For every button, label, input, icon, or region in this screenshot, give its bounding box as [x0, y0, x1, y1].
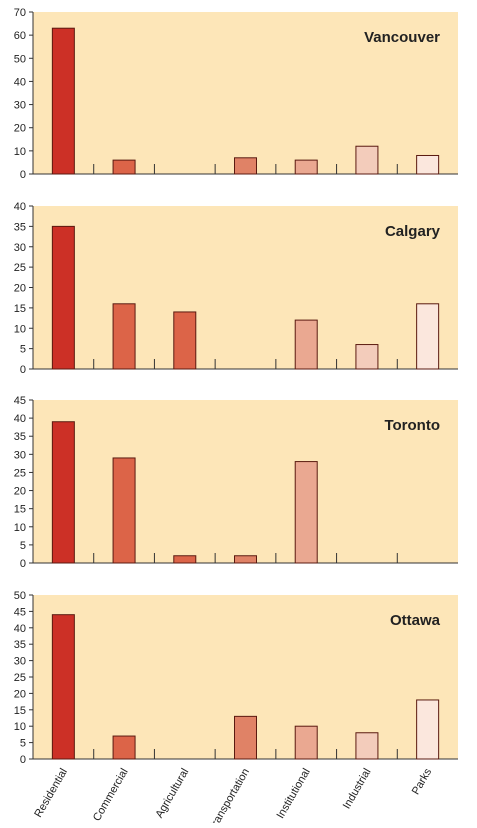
bar-parks — [416, 154, 440, 175]
bar-institutional — [294, 461, 318, 564]
bar-institutional — [294, 725, 318, 760]
y-tick-label: 5 — [20, 738, 26, 750]
y-tick-label: 60 — [14, 30, 26, 42]
y-tick-label: 5 — [20, 344, 26, 356]
bar-residential — [51, 421, 75, 564]
y-tick-label: 25 — [14, 262, 26, 274]
x-tick-label: Residential — [32, 767, 70, 820]
bar-agricultural — [173, 311, 197, 370]
panel-2: 0 5 10 15 20 25 30 35 40 45 Toronto — [14, 395, 458, 570]
x-tick-label: Transportation — [206, 767, 252, 824]
bar-residential — [51, 225, 75, 370]
y-tick-label: 25 — [14, 467, 26, 479]
y-tick-label: 40 — [14, 623, 26, 635]
y-tick-label: 20 — [14, 283, 26, 295]
x-tick-label: Agricultural — [153, 767, 191, 821]
bar-industrial — [355, 145, 379, 175]
y-tick-label: 45 — [14, 395, 26, 407]
plot-background — [33, 206, 458, 369]
y-tick-label: 10 — [14, 522, 26, 534]
y-tick-label: 20 — [14, 688, 26, 700]
y-tick-label: 50 — [14, 53, 26, 65]
bar-transportation — [234, 555, 257, 564]
panel-0: 0 10 20 30 40 50 60 70 Vancouver — [14, 7, 458, 181]
y-tick-label: 40 — [14, 413, 26, 425]
bar-residential — [51, 614, 75, 760]
y-tick-label: 30 — [14, 449, 26, 461]
panel-title: Vancouver — [364, 29, 440, 46]
y-tick-label: 20 — [14, 486, 26, 498]
x-tick-label: Parks — [410, 766, 435, 797]
y-tick-label: 5 — [20, 540, 26, 552]
y-tick-label: 35 — [14, 639, 26, 651]
y-tick-label: 20 — [14, 123, 26, 135]
y-tick-label: 35 — [14, 431, 26, 443]
y-tick-label: 0 — [20, 169, 26, 181]
bar-parks — [416, 303, 440, 370]
panel-title: Toronto — [384, 417, 440, 434]
bar-residential — [51, 27, 75, 175]
panel-3: 0 5 10 15 20 25 30 35 40 45 50 Ottawa — [14, 590, 458, 766]
bar-commercial — [112, 735, 136, 760]
x-tick-label: Institutional — [275, 767, 313, 821]
y-tick-label: 15 — [14, 303, 26, 315]
bar-commercial — [112, 457, 136, 564]
bar-transportation — [234, 157, 257, 175]
y-tick-label: 30 — [14, 656, 26, 668]
y-tick-label: 70 — [14, 7, 26, 19]
y-tick-label: 45 — [14, 606, 26, 618]
bar-parks — [416, 699, 440, 760]
y-tick-label: 40 — [14, 201, 26, 213]
bar-institutional — [294, 159, 318, 175]
bar-institutional — [294, 319, 318, 370]
bar-commercial — [112, 159, 136, 175]
plot-background — [33, 12, 458, 174]
x-tick-label: Industrial — [341, 767, 374, 812]
y-tick-label: 25 — [14, 672, 26, 684]
bar-agricultural — [173, 555, 197, 564]
y-tick-label: 0 — [20, 558, 26, 570]
bar-transportation — [234, 715, 257, 760]
y-tick-label: 50 — [14, 590, 26, 602]
x-tick-label: Commercial — [91, 767, 131, 824]
y-tick-label: 10 — [14, 146, 26, 158]
y-tick-label: 35 — [14, 221, 26, 233]
y-tick-label: 10 — [14, 323, 26, 335]
panel-1: 0 5 10 15 20 25 30 35 40 Calgary — [14, 201, 458, 376]
y-tick-label: 30 — [14, 242, 26, 254]
y-tick-label: 0 — [20, 754, 26, 766]
y-tick-label: 15 — [14, 705, 26, 717]
bar-industrial — [355, 344, 379, 370]
y-tick-label: 10 — [14, 721, 26, 733]
panel-title: Calgary — [385, 223, 441, 240]
bar-commercial — [112, 303, 136, 370]
y-tick-label: 15 — [14, 504, 26, 516]
bar-industrial — [355, 732, 379, 760]
y-tick-label: 30 — [14, 100, 26, 112]
plot-background — [33, 400, 458, 563]
y-tick-label: 0 — [20, 364, 26, 376]
panel-title: Ottawa — [390, 612, 441, 629]
y-tick-label: 40 — [14, 76, 26, 88]
